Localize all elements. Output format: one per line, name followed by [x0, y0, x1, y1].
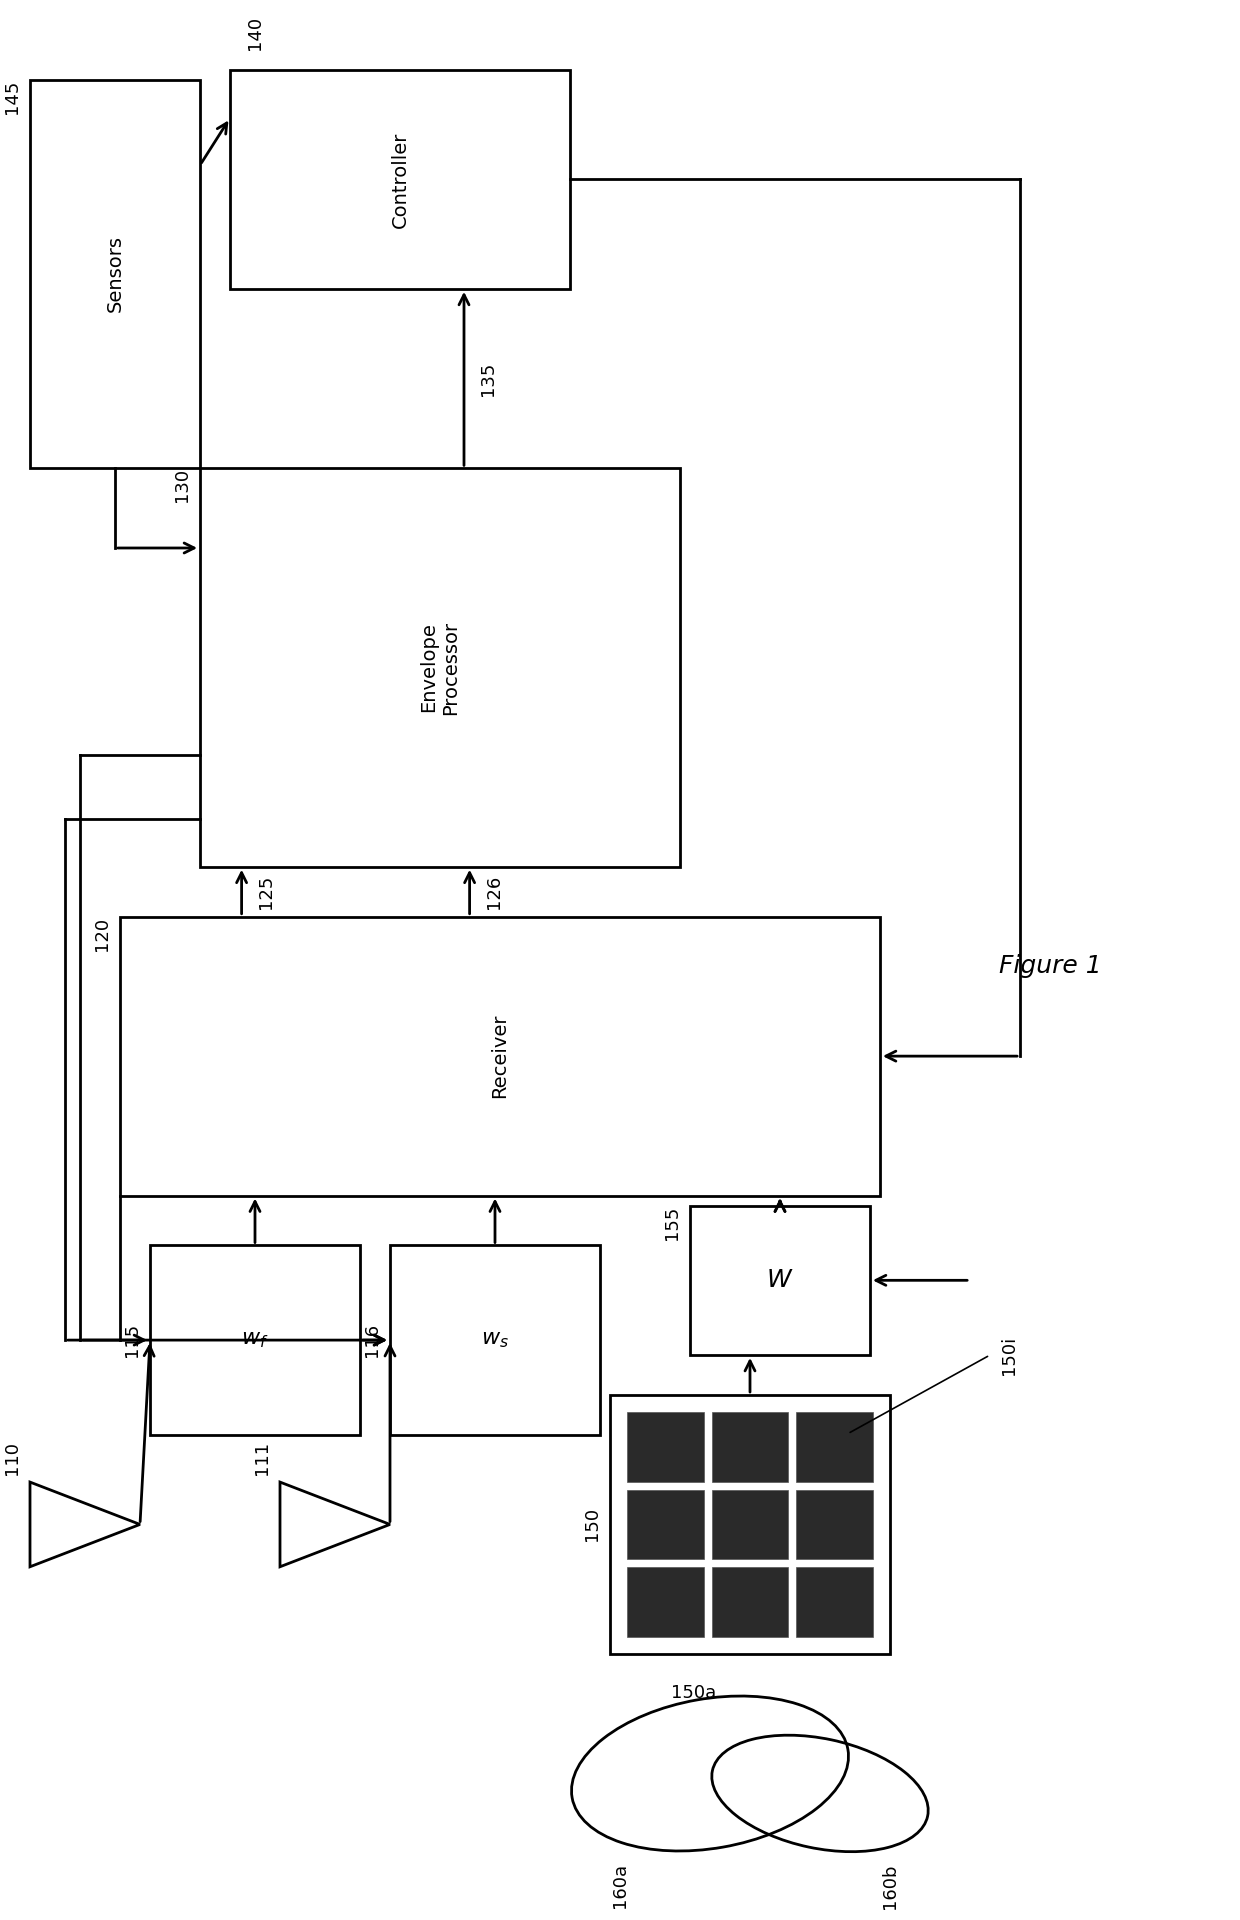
FancyBboxPatch shape	[689, 1206, 870, 1356]
Text: 110: 110	[2, 1440, 21, 1475]
Text: 150a: 150a	[671, 1684, 717, 1701]
FancyBboxPatch shape	[796, 1411, 873, 1482]
FancyBboxPatch shape	[150, 1246, 360, 1434]
Text: 160a: 160a	[611, 1862, 629, 1908]
Text: 116: 116	[363, 1323, 381, 1357]
Text: Envelope
Processor: Envelope Processor	[419, 620, 460, 714]
Text: 125: 125	[257, 874, 274, 908]
FancyBboxPatch shape	[120, 916, 880, 1196]
Text: 145: 145	[2, 81, 21, 113]
Text: $w_s$: $w_s$	[481, 1331, 508, 1350]
Text: 115: 115	[123, 1323, 141, 1357]
Text: Receiver: Receiver	[491, 1014, 510, 1098]
Text: 111: 111	[253, 1440, 272, 1475]
FancyBboxPatch shape	[627, 1411, 703, 1482]
Text: 160b: 160b	[880, 1862, 899, 1908]
FancyBboxPatch shape	[627, 1567, 703, 1638]
FancyBboxPatch shape	[200, 468, 680, 866]
Text: 120: 120	[93, 916, 112, 950]
FancyBboxPatch shape	[610, 1396, 890, 1653]
Text: 135: 135	[479, 361, 497, 396]
Text: Sensors: Sensors	[105, 236, 124, 313]
FancyBboxPatch shape	[627, 1490, 703, 1559]
Text: Figure 1: Figure 1	[998, 954, 1101, 979]
FancyBboxPatch shape	[229, 69, 570, 288]
FancyBboxPatch shape	[712, 1567, 789, 1638]
Text: $W$: $W$	[766, 1269, 794, 1292]
Text: 130: 130	[174, 468, 191, 503]
FancyBboxPatch shape	[712, 1411, 789, 1482]
Text: 140: 140	[246, 15, 264, 50]
Text: 150i: 150i	[999, 1336, 1018, 1375]
Text: 150: 150	[583, 1507, 601, 1542]
Text: $w_f$: $w_f$	[242, 1331, 269, 1350]
FancyBboxPatch shape	[30, 81, 200, 468]
Text: Controller: Controller	[391, 131, 409, 228]
Text: 155: 155	[663, 1206, 681, 1240]
FancyBboxPatch shape	[712, 1490, 789, 1559]
Text: 126: 126	[485, 876, 502, 908]
FancyBboxPatch shape	[796, 1567, 873, 1638]
FancyBboxPatch shape	[796, 1490, 873, 1559]
FancyBboxPatch shape	[391, 1246, 600, 1434]
